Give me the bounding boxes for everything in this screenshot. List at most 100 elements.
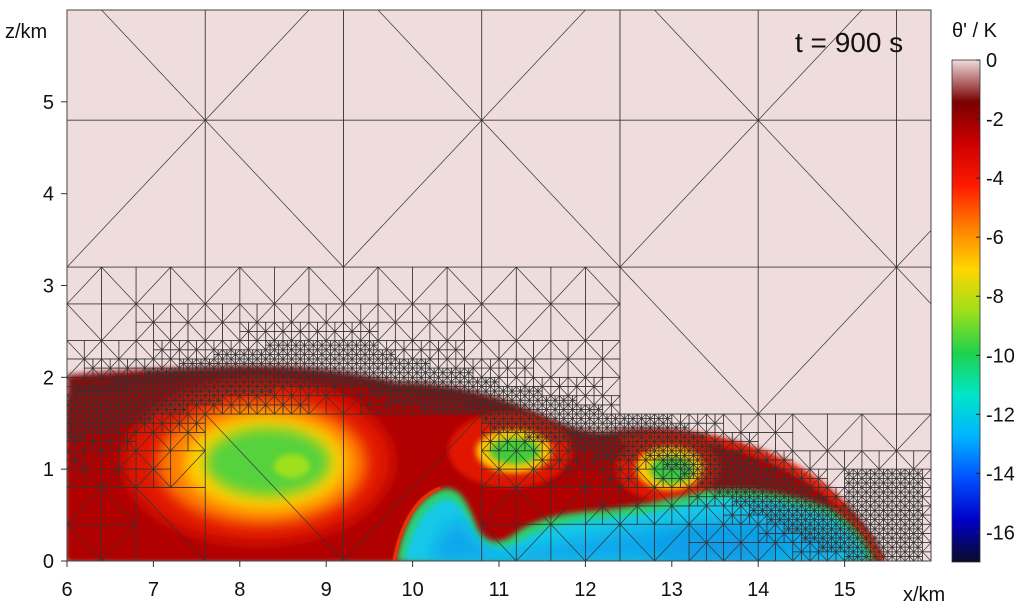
mesh-edge [265, 344, 271, 351]
mesh-edge [161, 413, 171, 424]
mesh-edge [317, 358, 323, 364]
mesh-edge [135, 381, 141, 387]
mesh-edge [88, 413, 94, 419]
mesh-edge [135, 450, 154, 470]
mesh-edge [356, 367, 362, 373]
mesh-edge [183, 377, 189, 383]
mesh-edge [312, 363, 318, 369]
mesh-edge [187, 400, 193, 406]
mesh-edge [105, 427, 111, 433]
mesh-edge [585, 468, 603, 488]
mesh-edge [317, 386, 327, 396]
mesh-edge [317, 372, 323, 378]
mesh-edge [101, 418, 107, 424]
mesh-edge [105, 395, 111, 401]
mesh-edge [196, 358, 202, 364]
mesh-edge [325, 386, 336, 396]
mesh-edge [114, 381, 120, 387]
mesh-edge [144, 372, 150, 378]
mesh-edge [79, 404, 85, 410]
mesh-edge [274, 377, 279, 383]
mesh-edge [161, 358, 171, 369]
mesh-edge [179, 363, 184, 369]
mesh-edge [209, 390, 215, 396]
mesh-edge [395, 404, 405, 415]
mesh-edge [287, 367, 292, 373]
mesh-edge [317, 321, 327, 332]
mesh-edge [153, 386, 158, 392]
mesh-edge [71, 436, 76, 442]
mesh-edge [386, 400, 392, 406]
mesh-edge [554, 423, 560, 429]
mesh-edge [278, 381, 284, 387]
mesh-edge [490, 423, 495, 429]
mesh-edge [291, 340, 297, 346]
mesh-edge [101, 367, 111, 378]
mesh-edge [261, 372, 266, 378]
mesh-edge [256, 367, 262, 373]
mesh-edge [127, 358, 137, 369]
mesh-edge [84, 423, 89, 429]
mesh-edge [274, 266, 310, 305]
mesh-edge [300, 340, 305, 346]
mesh-edge [347, 367, 353, 373]
mesh-edge [140, 395, 146, 401]
mesh-edge [226, 363, 232, 369]
mesh-edge [269, 363, 275, 369]
mesh-edge [196, 400, 202, 406]
mesh-edge [287, 363, 292, 369]
mesh-edge [118, 450, 137, 470]
mesh-edge [166, 400, 171, 406]
mesh-edge [122, 395, 128, 401]
mesh-edge [174, 409, 180, 415]
mesh-edge [67, 409, 72, 415]
mesh-edge [550, 468, 569, 488]
mesh-edge [498, 413, 504, 419]
mesh-edge [148, 367, 154, 373]
mesh-edge [559, 450, 569, 461]
mesh-edge [174, 400, 180, 406]
mesh-edge [200, 367, 206, 373]
mesh-edge [520, 423, 526, 429]
mesh-edge [92, 409, 98, 415]
mesh-edge [153, 303, 171, 323]
mesh-edge [408, 400, 413, 406]
mesh-edge [196, 349, 206, 360]
mesh-edge [256, 349, 262, 355]
mesh-edge [291, 404, 301, 415]
mesh-edge [615, 413, 621, 419]
mesh-edge [485, 413, 491, 419]
mesh-edge [287, 349, 292, 355]
mesh-edge [204, 119, 344, 268]
mesh-edge [377, 381, 383, 387]
mesh-edge [161, 409, 167, 415]
mesh-edge [135, 432, 154, 452]
mesh-edge [585, 450, 595, 461]
mesh-edge [576, 459, 586, 470]
mesh-edge [541, 418, 547, 424]
mesh-edge [537, 432, 543, 438]
mesh-edge [390, 386, 396, 392]
mesh-edge [334, 363, 340, 369]
mesh-edge [192, 386, 197, 392]
mesh-edge [75, 377, 85, 387]
mesh-edge [364, 354, 370, 360]
mesh-edge [580, 445, 586, 452]
mesh-edge [204, 349, 215, 360]
mesh-edge [101, 423, 107, 429]
mesh-edge [321, 358, 327, 364]
mesh-edge [200, 363, 206, 369]
mesh-edge [67, 266, 102, 305]
mesh-edge [252, 354, 258, 360]
mesh-edge [494, 427, 500, 433]
mesh-edge [252, 390, 258, 396]
mesh-edge [282, 367, 288, 373]
mesh-edge [187, 358, 193, 364]
mesh-edge [109, 390, 115, 396]
mesh-edge [187, 363, 193, 369]
mesh-edge [170, 450, 206, 488]
mesh-edge [598, 427, 603, 433]
mesh-edge [369, 377, 374, 383]
mesh-edge [217, 400, 223, 406]
mesh-edge [131, 409, 137, 415]
